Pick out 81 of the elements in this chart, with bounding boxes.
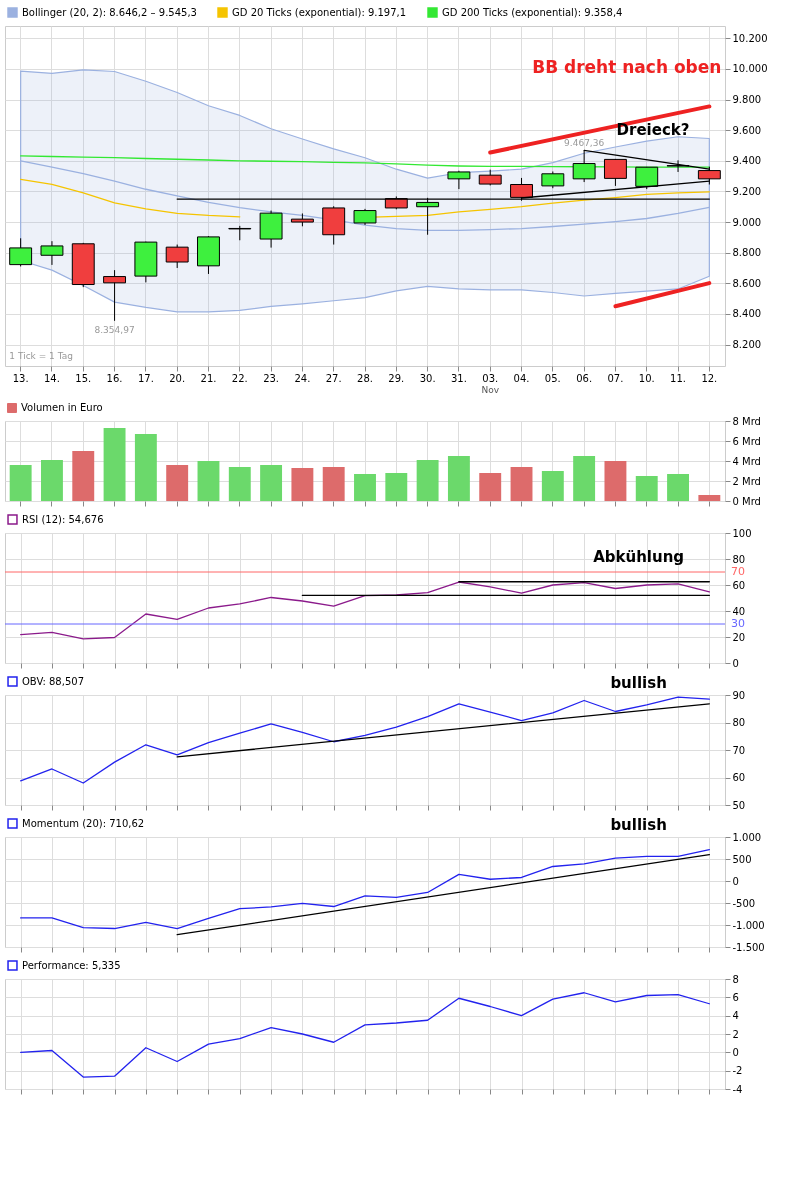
y-tick-label: 500 (732, 853, 752, 865)
legend-label: GD 200 Ticks (exponential): 9.358,4 (442, 6, 623, 18)
x-tick-label: 12. (701, 372, 718, 384)
y-tick-label: 8 (732, 973, 739, 985)
y-tick-label: 9.400 (732, 155, 762, 167)
y-tick-label: 10.200 (732, 32, 768, 44)
x-tick-label: 17. (137, 372, 154, 384)
y-tick-label: 9.000 (732, 216, 762, 228)
x-tick-label: 29. (388, 372, 405, 384)
y-tick-label: 8.600 (732, 277, 762, 289)
y-tick-label: -1.000 (732, 919, 765, 931)
annotation: 1 Tick = 1 Tag (9, 351, 73, 361)
x-tick-label: 23. (263, 372, 280, 384)
y-tick-label: 60 (732, 772, 746, 783)
x-tick-label: 05. (544, 372, 561, 384)
y-tick-label: 4 Mrd (732, 455, 761, 467)
x-tick-label: 15. (75, 372, 92, 384)
x-tick-label: 30. (419, 372, 436, 384)
y-tick-label: 0 (732, 875, 739, 887)
x-tick-label: 13. (12, 372, 29, 384)
legend-label: OBV: 88,507 (22, 675, 84, 687)
y-tick-label: 6 Mrd (732, 435, 761, 447)
x-tick-label: 06. (576, 372, 593, 384)
text: bullish (610, 816, 667, 834)
legend-label: Volumen in Euro (21, 402, 103, 413)
y-tick-label: 90 (732, 689, 746, 701)
y-tick-label: 0 Mrd (732, 495, 761, 507)
annotation: 9.467,36 (564, 138, 605, 149)
y-tick-label: 40 (732, 605, 746, 617)
annotation: BB dreht nach oben (532, 57, 722, 77)
y-tick-label: -1.500 (732, 941, 765, 953)
y-tick-label: 80 (732, 717, 746, 728)
y-tick-label: 9.800 (732, 94, 762, 106)
text: bullish (610, 674, 667, 692)
x-tick-label: 04. (513, 372, 530, 384)
y-tick-label: 4 (732, 1010, 739, 1022)
y-tick-label: 8.400 (732, 308, 762, 320)
y-tick-label: 70 (732, 744, 746, 756)
x-tick-label: 27. (325, 372, 342, 384)
y-tick-label: 2 Mrd (732, 475, 761, 487)
y-tick-label: 60 (732, 579, 746, 591)
x-tick-label: 21. (200, 372, 217, 384)
y-tick-label: 80 (732, 553, 746, 565)
annotation: 8.354,97 (94, 324, 135, 335)
y-tick-label: 9.200 (732, 185, 762, 197)
x-tick-label: 10. (638, 372, 655, 384)
y-tick-label: 8 Mrd (732, 415, 761, 427)
legend-label: Performance: 5,335 (22, 959, 121, 971)
y-tick-label: 100 (732, 527, 752, 539)
y-tick-label: -500 (732, 897, 756, 909)
legend-label: RSI (12): 54,676 (22, 513, 104, 525)
annotation: Dreieck? (616, 121, 690, 139)
y-tick-label: 9.600 (732, 124, 762, 136)
x-tick-label: 11. (670, 372, 686, 384)
y-tick-label: 8.800 (732, 247, 762, 259)
y-tick-label: 0 (732, 657, 739, 669)
y-tick-label: 20 (732, 631, 746, 643)
x-tick-label: 24. (294, 372, 311, 384)
x-tick-label: 28. (357, 372, 373, 384)
y-tick-label: 0 (732, 1046, 739, 1058)
legend-label: Momentum (20): 710,62 (22, 817, 145, 829)
y-tick-label: 2 (732, 1028, 739, 1040)
y-tick-label: 10.000 (732, 63, 768, 75)
x-tick-label: 31. (450, 372, 467, 384)
y-tick-label: 50 (732, 799, 746, 811)
legend-label: Bollinger (20, 2): 8.646,2 – 9.545,3 (22, 6, 197, 18)
y-tick-label: -2 (732, 1065, 743, 1077)
legend-label: GD 20 Ticks (exponential): 9.197,1 (232, 6, 407, 18)
y-tick-label: -4 (732, 1083, 743, 1095)
x-tick-label: 03. (482, 372, 499, 384)
annotation: Abkühlung (593, 548, 685, 566)
y-tick-label: 8.200 (732, 339, 762, 351)
x-tick-label: 07. (607, 372, 624, 384)
x-tick-label: 14. (44, 372, 60, 384)
text: Nov (481, 385, 500, 395)
y-tick-label: 1.000 (732, 831, 762, 843)
x-tick-label: 22. (231, 372, 248, 384)
x-tick-label: 20. (169, 372, 186, 384)
x-tick-label: 16. (106, 372, 123, 384)
ref-line-label: 30 (731, 617, 745, 630)
y-tick-label: 6 (732, 991, 739, 1003)
